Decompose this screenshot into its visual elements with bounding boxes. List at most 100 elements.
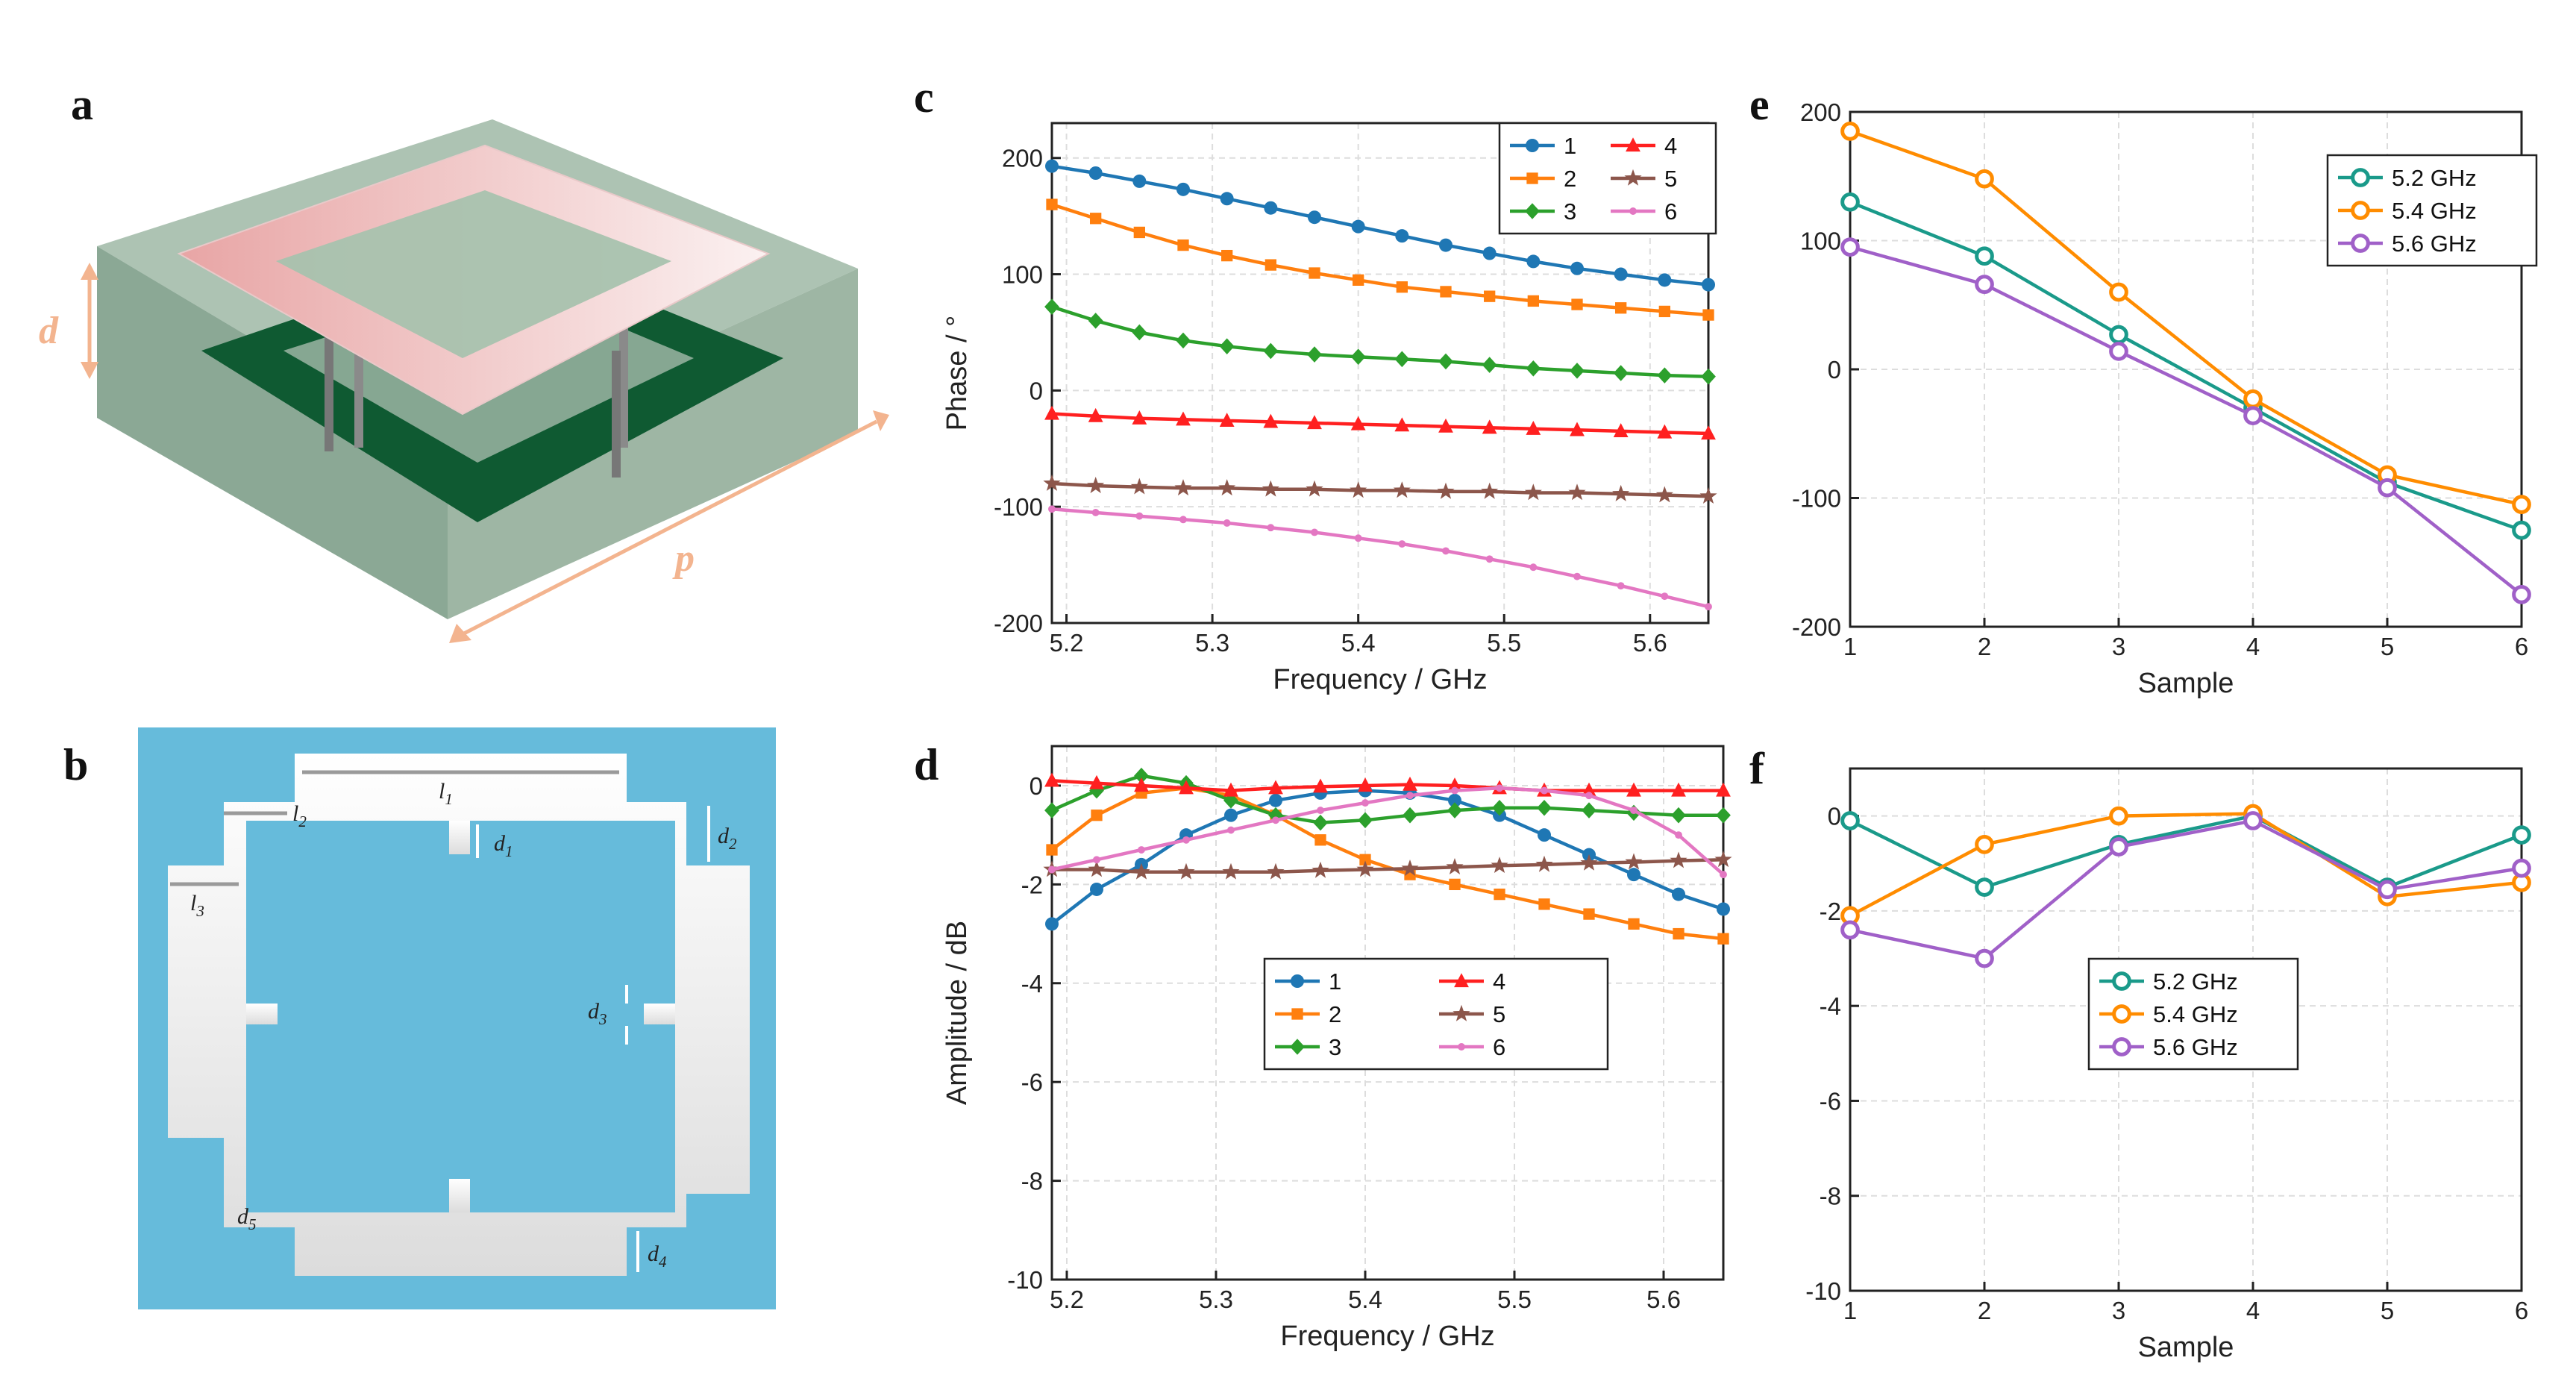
- data-point: [1615, 302, 1627, 314]
- data-point: [1093, 856, 1100, 864]
- data-point: [1657, 367, 1673, 383]
- data-point: [1223, 782, 1238, 797]
- legend-label: 6: [1664, 198, 1677, 225]
- data-point: [1220, 192, 1234, 206]
- data-point: [2512, 825, 2531, 845]
- x-axis-label: Frequency / GHz: [1273, 664, 1487, 695]
- x-tick-label: 5.4: [1341, 629, 1376, 657]
- data-point: [1048, 505, 1056, 513]
- data-point: [1179, 780, 1194, 795]
- x-axis-label: Frequency / GHz: [1280, 1321, 1494, 1352]
- data-point: [1975, 169, 1994, 189]
- data-point: [1043, 474, 1061, 491]
- y-tick-label: -100: [1792, 485, 1841, 513]
- data-point: [1306, 480, 1323, 497]
- x-tick-label: 6: [2515, 633, 2528, 660]
- data-point: [1045, 159, 1059, 173]
- data-point: [1264, 201, 1278, 215]
- data-point: [1091, 810, 1103, 821]
- via: [612, 351, 621, 478]
- legend-marker: [1290, 1039, 1305, 1055]
- unit-cell-top-view: l1 l2 l3 d1 d2 d3 d4 d5: [138, 727, 776, 1309]
- data-point: [1359, 854, 1371, 865]
- data-point: [1658, 305, 1670, 318]
- data-point: [1568, 483, 1586, 501]
- legend-label: 5.4 GHz: [2153, 1001, 2238, 1027]
- legend-label: 3: [1329, 1034, 1341, 1060]
- y-tick-label: -6: [1820, 1087, 1841, 1115]
- data-point: [1438, 353, 1453, 370]
- dim-l3: l3: [190, 891, 204, 920]
- x-tick-label: 3: [2112, 1297, 2125, 1324]
- notch: [449, 821, 470, 854]
- plot-frame: [1050, 745, 1725, 1281]
- legend-marker: [1454, 973, 1469, 988]
- data-point: [1395, 229, 1409, 243]
- data-point: [1655, 486, 1673, 503]
- data-point: [1353, 274, 1364, 286]
- data-point: [1132, 174, 1147, 188]
- x-tick-label: 4: [2246, 633, 2260, 660]
- data-point: [1451, 786, 1458, 795]
- data-point: [2109, 325, 2128, 345]
- data-point: [1975, 834, 1994, 854]
- series-line-5: [1051, 481, 1709, 498]
- legend-marker: [2351, 201, 2370, 220]
- legend-marker: [1525, 203, 1540, 219]
- data-point: [1975, 275, 1994, 294]
- data-point: [1535, 855, 1553, 872]
- data-point: [1221, 249, 1233, 262]
- data-point: [1438, 418, 1453, 433]
- legend-marker: [1624, 169, 1642, 186]
- data-point: [1268, 780, 1283, 795]
- legend-label: 5: [1493, 1001, 1505, 1027]
- data-point: [1394, 351, 1410, 368]
- y-axis-label: Amplitude / dB: [941, 921, 973, 1105]
- data-point: [1442, 547, 1450, 555]
- legend-label: 1: [1564, 133, 1576, 159]
- legend-label: 2: [1564, 166, 1576, 192]
- data-point: [1394, 417, 1410, 432]
- legend-marker: [1526, 139, 1539, 152]
- series-line-5.6-GHz: [1849, 245, 2523, 596]
- x-tick-label: 5: [2381, 633, 2394, 660]
- data-point: [1262, 480, 1279, 497]
- legend-label: 6: [1493, 1034, 1505, 1060]
- dimension-arrows: [170, 770, 619, 886]
- plot-frame: [1849, 767, 2523, 1292]
- y-tick-label: 0: [1828, 356, 1841, 383]
- data-point: [1088, 313, 1103, 329]
- data-point: [1628, 918, 1640, 930]
- legend-marker: [2112, 1004, 2131, 1024]
- data-point: [1090, 213, 1102, 225]
- data-point: [1570, 363, 1585, 379]
- data-point: [1657, 424, 1673, 439]
- data-point: [1313, 814, 1328, 831]
- y-tick-label: 100: [1800, 228, 1841, 255]
- panel-letter-c: c: [914, 72, 934, 122]
- legend-label: 5.6 GHz: [2153, 1034, 2238, 1060]
- x-tick-label: 3: [2112, 633, 2125, 660]
- data-point: [1223, 519, 1231, 527]
- panel-letter-b: b: [63, 740, 88, 789]
- legend-marker: [1291, 974, 1304, 988]
- data-point: [1675, 831, 1682, 839]
- data-point: [1182, 836, 1190, 844]
- x-tick-label: 1: [1843, 633, 1857, 660]
- y-tick-label: -8: [1021, 1168, 1043, 1195]
- data-point: [1582, 802, 1596, 818]
- data-point: [1044, 405, 1059, 420]
- data-point: [1491, 857, 1508, 873]
- dim-d2: d2: [718, 824, 737, 853]
- legend-label: 5.2 GHz: [2153, 968, 2238, 995]
- data-point: [1135, 512, 1144, 520]
- data-point: [1088, 407, 1103, 422]
- dim-d4: d4: [648, 1242, 667, 1271]
- y-axis-label: Phase / °: [941, 316, 973, 431]
- data-point: [1614, 267, 1628, 281]
- data-point: [1705, 603, 1712, 611]
- legend-marker: [1452, 1004, 1470, 1021]
- legend-marker: [1626, 137, 1640, 152]
- legend-marker: [1458, 1043, 1465, 1051]
- data-point: [1354, 534, 1362, 542]
